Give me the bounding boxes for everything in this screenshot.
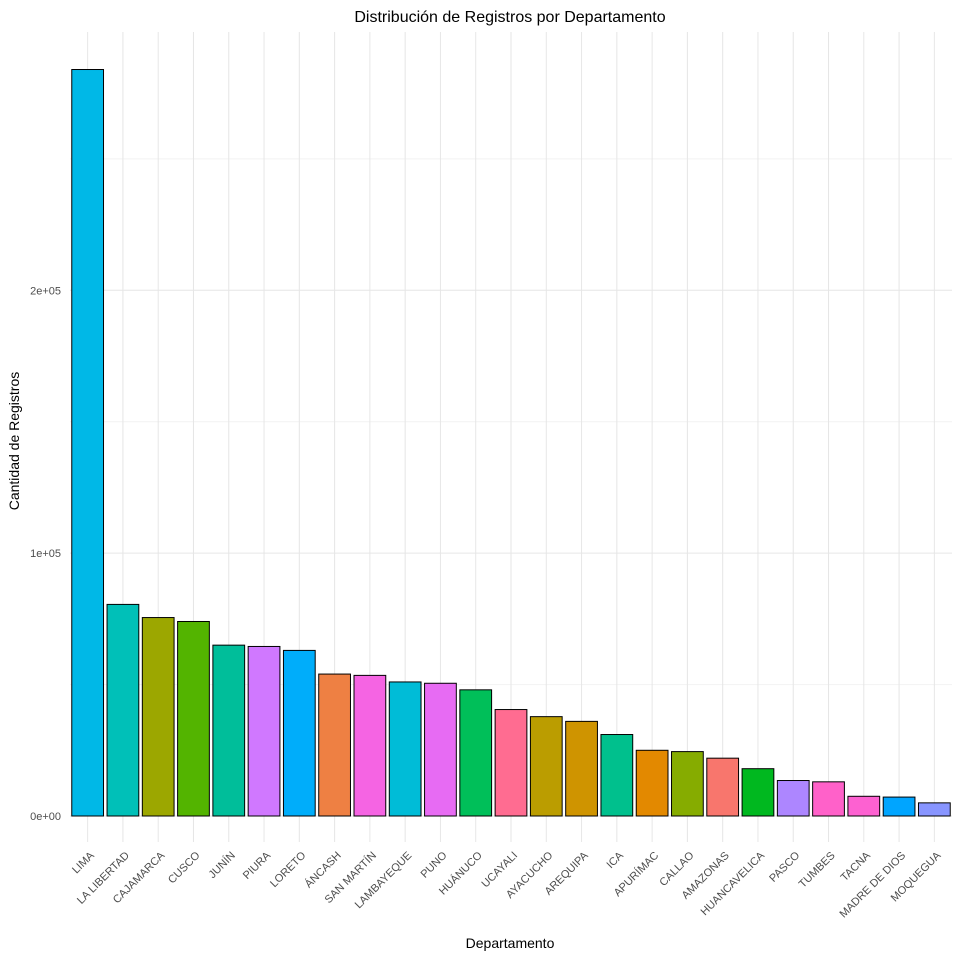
bar-callao — [671, 751, 704, 817]
bar-amazonas — [706, 757, 740, 817]
y-tick-labels: 0e+00 1e+05 2e+05 — [30, 285, 61, 823]
bar-arequipa — [565, 720, 598, 817]
bar-madre-de-dios — [882, 796, 916, 817]
bars-group — [71, 69, 951, 817]
y-tick-label: 1e+05 — [30, 548, 61, 560]
x-tick-label: MADRE DE DIOS — [837, 850, 908, 921]
bar-junín — [212, 644, 246, 817]
x-tick-label: TACNA — [839, 849, 874, 884]
bar-loreto — [282, 649, 316, 817]
bar-cajamarca — [141, 617, 175, 817]
x-tick-label: CUSCO — [166, 849, 203, 886]
bar-puno — [424, 682, 457, 817]
bar-pasco — [776, 780, 810, 817]
x-tick-label: JUNÍN — [206, 849, 238, 881]
bar-piura — [247, 645, 281, 817]
y-axis-title: Cantidad de Registros — [6, 372, 22, 511]
y-tick-label: 0e+00 — [30, 811, 61, 823]
bar-lima — [71, 69, 105, 817]
bar-la-libertad — [106, 603, 140, 817]
x-tick-label: LORETO — [268, 849, 309, 890]
y-tick-label: 2e+05 — [30, 285, 61, 297]
bar-lambayeque — [388, 681, 422, 817]
bar-huánuco — [459, 689, 493, 817]
bar-tumbes — [812, 781, 845, 817]
bar-áncash — [318, 673, 351, 817]
bar-san-martín — [353, 674, 387, 817]
bar-ucayali — [494, 709, 528, 817]
x-tick-label: ICA — [605, 849, 627, 871]
bar-huancavelica — [741, 768, 775, 817]
x-tick-label: PASCO — [767, 849, 802, 884]
x-tick-label: TUMBES — [797, 850, 838, 891]
bar-apurímac — [635, 749, 669, 817]
x-tick-label: PIURA — [241, 849, 274, 882]
x-tick-label: HUANCAVELICA — [699, 849, 768, 918]
bar-tacna — [847, 795, 881, 817]
bar-ica — [600, 734, 634, 817]
bar-ayacucho — [529, 716, 563, 817]
bar-moquegua — [917, 802, 951, 817]
chart-title: Distribución de Registros por Departamen… — [354, 9, 665, 26]
x-tick-label: PUNO — [419, 849, 450, 880]
bar-cusco — [177, 620, 210, 817]
x-tick-label: LIMA — [70, 849, 97, 876]
x-axis-title: Departamento — [466, 935, 555, 951]
